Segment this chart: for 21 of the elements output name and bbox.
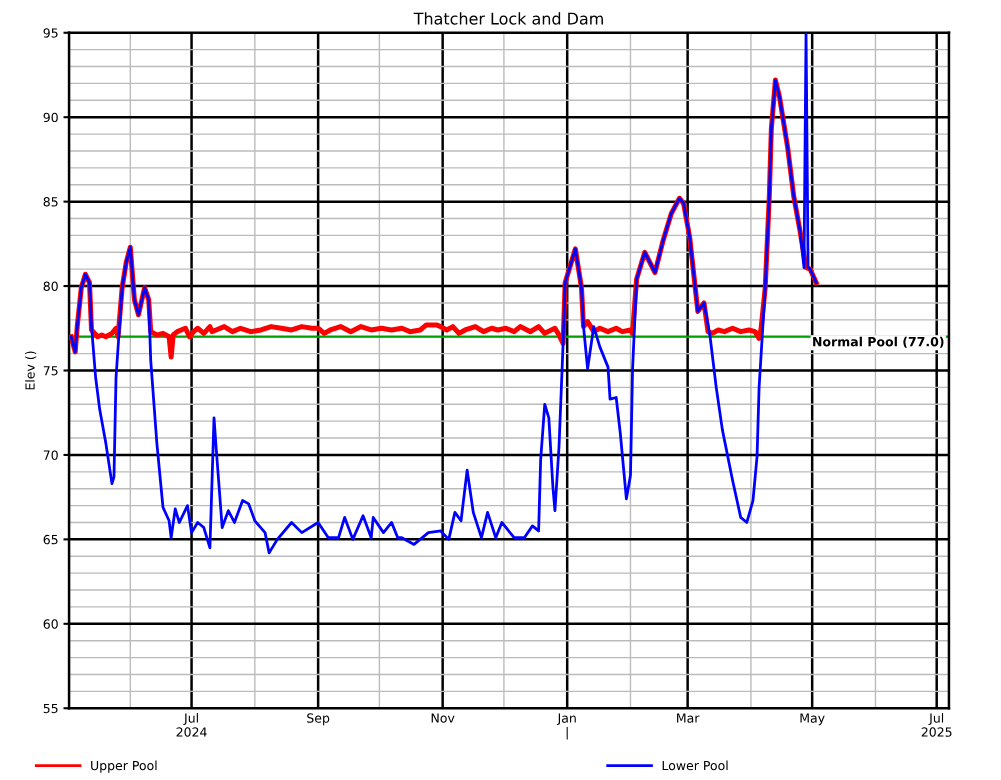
y-tick-label: 80 [43,281,58,291]
x-tick-label: Mar [677,713,700,723]
y-tick-label: 60 [43,619,58,629]
y-tick-label: 65 [43,534,58,545]
y-tick-label: 90 [43,112,58,123]
chart-title: Thatcher Lock and Dam [413,12,603,25]
x-tick-label: Jul 2024 [176,713,207,737]
x-tick-label: Jan | [556,713,576,740]
y-tick-label: 85 [43,197,58,207]
legend-label: Lower Pool [662,760,728,771]
y-axis-title: Elev () [25,351,37,390]
x-tick-label: Sep [307,713,330,726]
x-tick-label: Jul 2025 [921,713,952,737]
x-tick-label: Nov [431,713,455,723]
legend-label: Upper Pool [91,760,157,773]
y-tick-label: 75 [43,366,58,376]
ref-line-label: Normal Pool (77.0) [813,336,944,348]
y-tick-label: 95 [43,28,58,38]
y-tick-label: 70 [43,450,58,460]
y-tick-label: 55 [43,703,58,714]
x-tick-label: May [800,713,825,726]
